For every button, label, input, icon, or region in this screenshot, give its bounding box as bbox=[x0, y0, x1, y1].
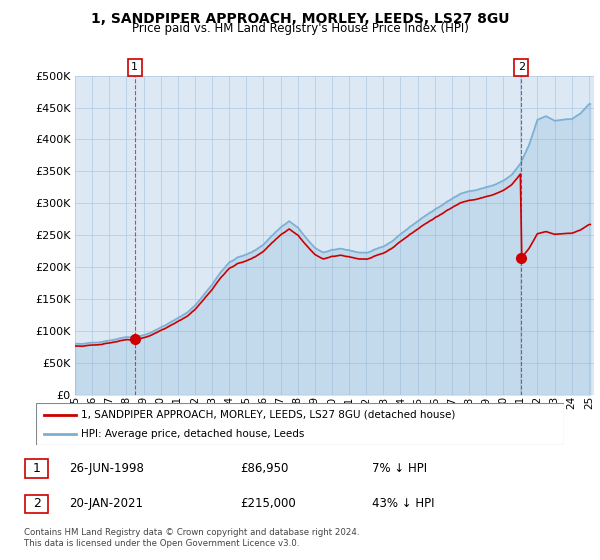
Text: 1: 1 bbox=[131, 62, 138, 72]
Text: 26-JUN-1998: 26-JUN-1998 bbox=[69, 462, 144, 475]
Text: £86,950: £86,950 bbox=[240, 462, 289, 475]
Text: 1: 1 bbox=[32, 462, 41, 475]
Text: 2: 2 bbox=[32, 497, 41, 510]
Text: 1, SANDPIPER APPROACH, MORLEY, LEEDS, LS27 8GU: 1, SANDPIPER APPROACH, MORLEY, LEEDS, LS… bbox=[91, 12, 509, 26]
Text: Price paid vs. HM Land Registry's House Price Index (HPI): Price paid vs. HM Land Registry's House … bbox=[131, 22, 469, 35]
Text: 43% ↓ HPI: 43% ↓ HPI bbox=[372, 497, 434, 510]
Text: HPI: Average price, detached house, Leeds: HPI: Average price, detached house, Leed… bbox=[81, 429, 304, 439]
Text: 1, SANDPIPER APPROACH, MORLEY, LEEDS, LS27 8GU (detached house): 1, SANDPIPER APPROACH, MORLEY, LEEDS, LS… bbox=[81, 409, 455, 419]
Text: £215,000: £215,000 bbox=[240, 497, 296, 510]
Text: 20-JAN-2021: 20-JAN-2021 bbox=[69, 497, 143, 510]
Text: 7% ↓ HPI: 7% ↓ HPI bbox=[372, 462, 427, 475]
Text: Contains HM Land Registry data © Crown copyright and database right 2024.
This d: Contains HM Land Registry data © Crown c… bbox=[24, 528, 359, 548]
Text: 2: 2 bbox=[518, 62, 525, 72]
